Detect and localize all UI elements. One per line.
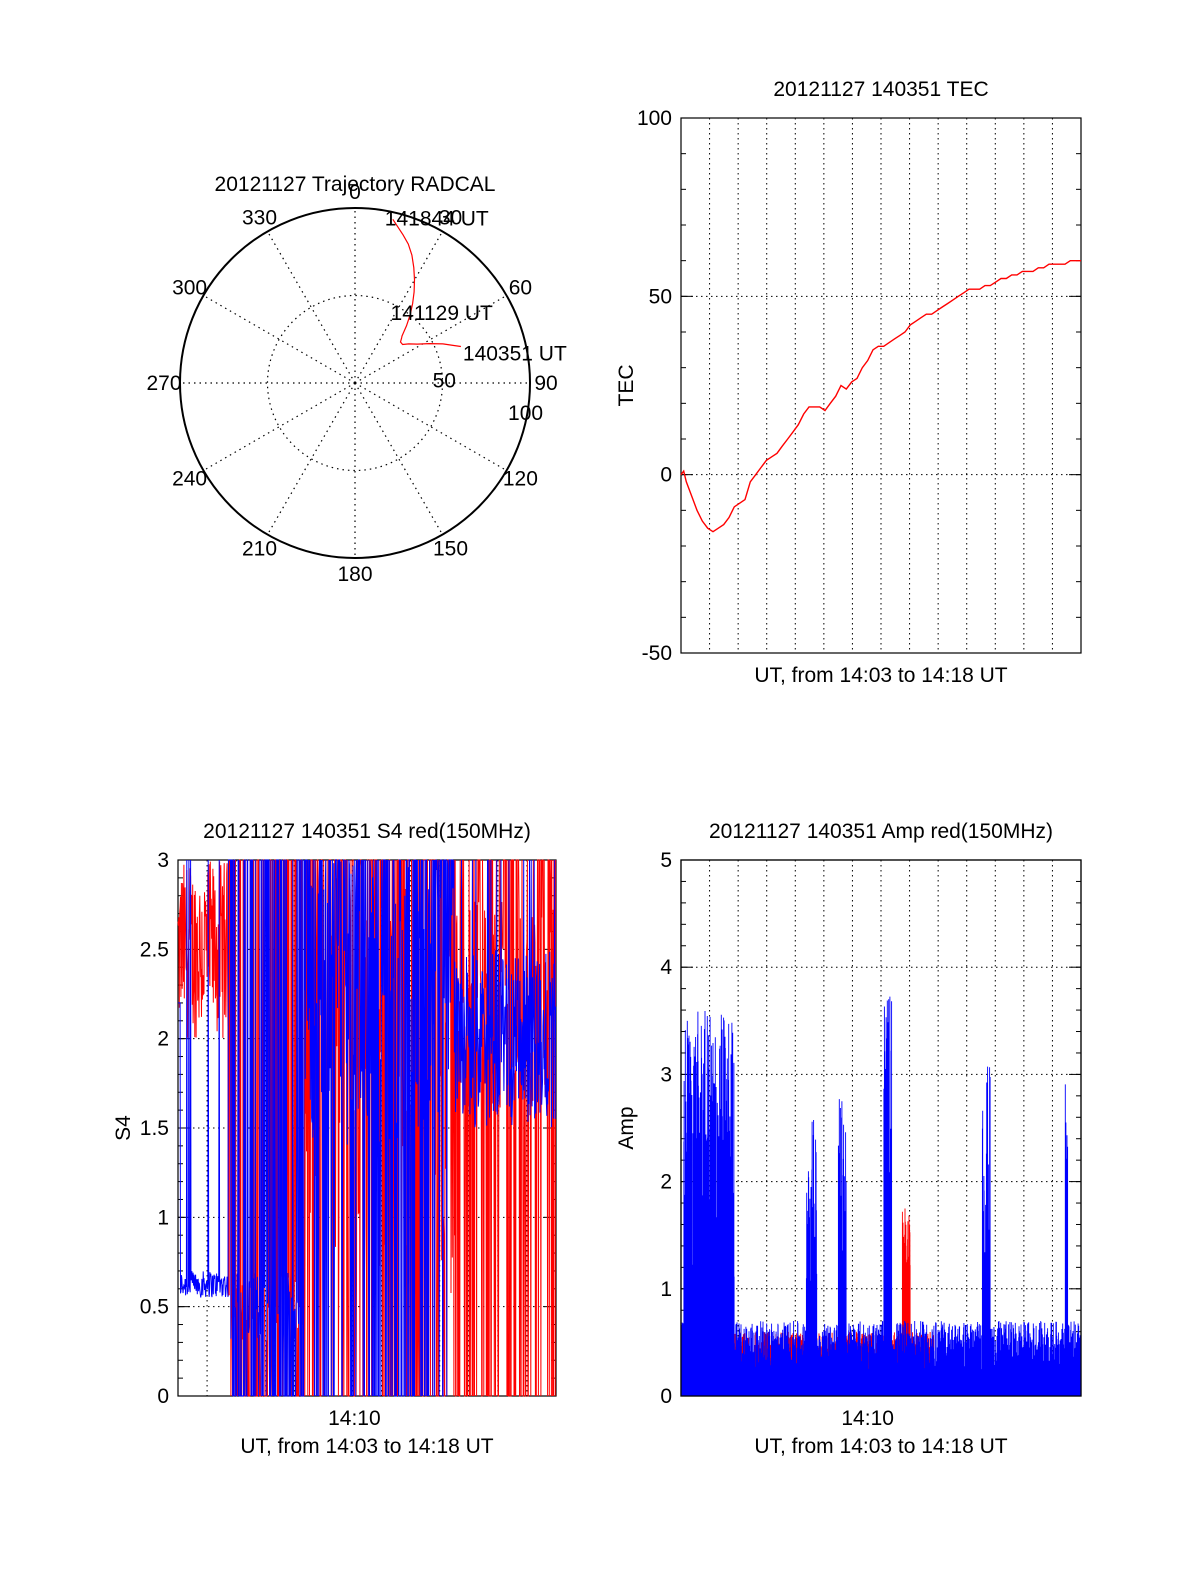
y-tick-label: 5 xyxy=(660,849,672,872)
polar-angle-label: 120 xyxy=(503,468,538,491)
x-tick-label: 14:10 xyxy=(841,1407,894,1430)
polar-outer-circle xyxy=(179,207,531,559)
polar-angle-label: 90 xyxy=(534,372,557,395)
chart-title: 20121127 140351 S4 red(150MHz) xyxy=(203,820,531,843)
polar-angle-labels: 0 30 60 90 120 150 180 210 240 270 300 330 xyxy=(146,181,557,586)
trajectory-annotation: 141844 UT xyxy=(385,207,489,230)
x-axis-label: UT, from 14:03 to 14:18 UT xyxy=(754,1435,1007,1458)
amp-chart: 0 1 2 3 4 5 20121127 140351 Amp red(150MHz) Amp… xyxy=(615,820,1082,1458)
grid xyxy=(681,118,1081,653)
polar-angle-label: 270 xyxy=(146,372,181,395)
tec-chart: -50 0 50 100 20121127 140351 TEC TEC UT, from … xyxy=(615,78,1082,687)
grid xyxy=(681,860,1081,1396)
trajectory-annotations: 141844 UT 141129 UT 140351 UT xyxy=(385,207,567,365)
polar-angle-label: 30 xyxy=(439,207,462,230)
polar-spoke xyxy=(266,382,356,535)
y-tick-label: 1.5 xyxy=(140,1117,169,1140)
y-tick-label: 1 xyxy=(157,1206,169,1229)
polar-angle-label: 180 xyxy=(337,563,372,586)
polar-radial-label: 100 xyxy=(508,402,543,425)
y-tick-label: 4 xyxy=(660,956,672,979)
polar-angle-label: 300 xyxy=(172,277,207,300)
polar-angle-label: 150 xyxy=(433,537,468,560)
polar-title: 20121127 Trajectory RADCAL xyxy=(215,173,496,196)
y-tick-label: 2 xyxy=(660,1171,672,1194)
polar-grid xyxy=(179,207,531,559)
trajectory-polar-chart: 20121127 Trajectory RADCAL 0 30 60 90 120 150… xyxy=(146,173,566,586)
polar-angle-label: 210 xyxy=(242,537,277,560)
polar-radial-labels: 50 100 xyxy=(433,369,543,424)
polar-spoke xyxy=(203,382,356,472)
y-tick-label: -50 xyxy=(642,642,672,665)
y-tick-label: 3 xyxy=(660,1063,672,1086)
y-tick-label: 2 xyxy=(157,1028,169,1051)
chart-title: 20121127 140351 TEC xyxy=(773,78,988,101)
x-axis-label: UT, from 14:03 to 14:18 UT xyxy=(240,1435,493,1458)
chart-title: 20121127 140351 Amp red(150MHz) xyxy=(709,820,1053,843)
y-tick-label: 0 xyxy=(660,1385,672,1408)
polar-spoke xyxy=(354,382,444,535)
y-tick-label: 2.5 xyxy=(140,938,169,961)
y-tick-label: 3 xyxy=(157,849,169,872)
trajectory-line xyxy=(392,218,461,348)
y-tick-label: 0 xyxy=(157,1385,169,1408)
polar-inner-circle xyxy=(266,294,444,472)
y-axis-label: TEC xyxy=(615,365,638,407)
polar-angle-label: 240 xyxy=(172,468,207,491)
polar-spoke xyxy=(354,382,507,472)
y-tick-label: 1 xyxy=(660,1278,672,1301)
y-tick-label: 0 xyxy=(660,464,672,487)
trajectory-annotation: 140351 UT xyxy=(463,343,567,366)
s4-blue-series xyxy=(178,859,557,1397)
polar-angle-label: 330 xyxy=(242,207,277,230)
polar-angle-label: 60 xyxy=(509,277,532,300)
y-axis-label: Amp xyxy=(615,1106,638,1149)
polar-angle-label: 0 xyxy=(349,181,361,204)
y-tick-label: 0.5 xyxy=(140,1296,169,1319)
y-tick-label: 100 xyxy=(637,107,672,130)
s4-red-series xyxy=(177,859,557,1397)
s4-chart: 0 0.5 1 1.5 2 2.5 3 20121127 140351 S4 red(150M… xyxy=(112,820,557,1458)
plot-frame xyxy=(680,117,1082,654)
tec-line xyxy=(680,260,1081,533)
plot-frame-top xyxy=(680,859,1082,1397)
polar-spoke xyxy=(266,231,356,384)
trajectory-annotation: 141129 UT xyxy=(391,302,494,325)
polar-radial-label: 50 xyxy=(433,369,456,392)
y-tick-label: 50 xyxy=(649,285,672,308)
x-tick-label: 14:10 xyxy=(328,1407,381,1430)
x-axis-label: UT, from 14:03 to 14:18 UT xyxy=(754,664,1007,687)
y-axis-label: S4 xyxy=(112,1115,135,1141)
